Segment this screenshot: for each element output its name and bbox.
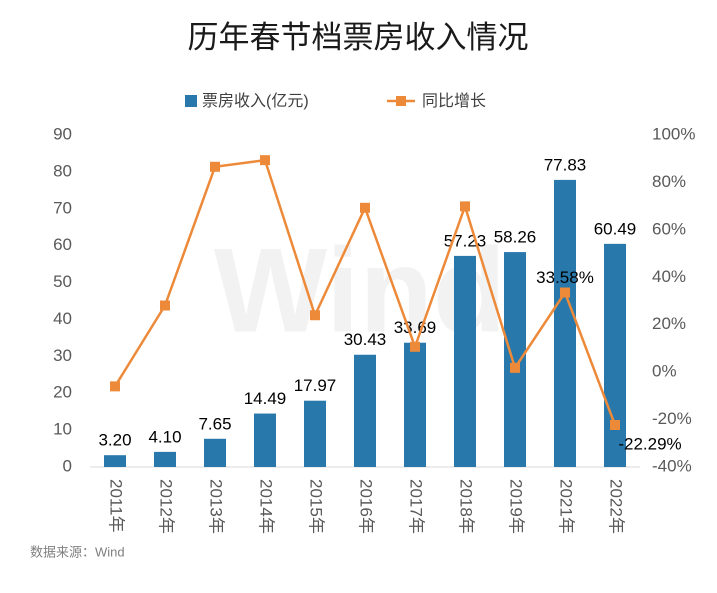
line-marker <box>460 201 470 212</box>
x-tick-label: 2018年 <box>457 479 476 534</box>
x-tick-label: 2019年 <box>507 479 526 534</box>
x-tick-label: 2014年 <box>257 479 276 534</box>
y-tick-label: 80 <box>53 161 72 180</box>
x-tick-label: 2021年 <box>557 479 576 534</box>
y-tick-label: 90 <box>53 124 72 143</box>
legend-label: 票房收入(亿元) <box>202 92 309 110</box>
y2-tick-label: 40% <box>652 267 686 286</box>
y2-tick-label: -20% <box>652 409 692 428</box>
y2-tick-label: 100% <box>652 124 695 143</box>
legend-swatch <box>185 95 197 107</box>
legend-marker <box>396 96 406 106</box>
y2-tick-label: -40% <box>652 456 692 475</box>
bar <box>104 455 126 467</box>
bar-value-label: 14.49 <box>244 389 287 408</box>
bar <box>504 252 526 467</box>
bar-value-label: 58.26 <box>494 228 537 247</box>
bar <box>154 451 176 467</box>
x-tick-label: 2017年 <box>407 479 426 534</box>
x-tick-label: 2016年 <box>357 479 376 534</box>
x-tick-label: 2015年 <box>307 479 326 534</box>
y-tick-label: 40 <box>53 309 72 328</box>
legend-label: 同比增长 <box>422 92 486 110</box>
y-tick-label: 30 <box>53 346 72 365</box>
line-marker <box>360 202 370 213</box>
x-tick-label: 2022年 <box>607 479 626 534</box>
line-marker <box>410 341 420 352</box>
x-tick-label: 2012年 <box>157 479 176 534</box>
bar-value-label: 33.69 <box>394 318 437 337</box>
bar-value-label: 60.49 <box>594 219 637 238</box>
chart-title: 历年春节档票房收入情况 <box>188 20 529 55</box>
bar <box>454 255 476 467</box>
bar <box>204 438 226 467</box>
line-marker <box>260 155 270 166</box>
line-value-label: -22.29% <box>618 434 681 453</box>
bar <box>404 342 426 467</box>
line-marker <box>160 300 170 311</box>
line-marker <box>210 161 220 172</box>
bar-value-label: 4.10 <box>148 427 181 446</box>
bar-value-label: 17.97 <box>294 376 337 395</box>
line-marker <box>310 310 320 321</box>
x-tick-label: 2013年 <box>207 479 226 534</box>
y2-tick-label: 0% <box>652 362 677 381</box>
line-marker <box>610 420 620 431</box>
bar-value-label: 30.43 <box>344 330 387 349</box>
bar <box>304 400 326 467</box>
bar <box>254 413 276 467</box>
bar-value-label: 7.65 <box>198 414 231 433</box>
source-note: 数据来源：Wind <box>30 544 125 559</box>
line-marker <box>110 381 120 392</box>
bar <box>354 354 376 467</box>
y-tick-label: 10 <box>53 420 72 439</box>
line-marker <box>510 362 520 373</box>
y-tick-label: 0 <box>63 456 72 475</box>
line-value-label: 33.58% <box>536 268 594 287</box>
y-tick-label: 20 <box>53 383 72 402</box>
y-tick-label: 60 <box>53 235 72 254</box>
y-tick-label: 70 <box>53 198 72 217</box>
x-tick-label: 2011年 <box>107 479 126 533</box>
y2-tick-label: 80% <box>652 172 686 191</box>
y-tick-label: 50 <box>53 272 72 291</box>
bar-value-label: 77.83 <box>544 155 587 174</box>
y2-tick-label: 20% <box>652 314 686 333</box>
line-marker <box>560 287 570 298</box>
bar-value-label: 3.20 <box>98 431 131 450</box>
bar <box>554 179 576 467</box>
y2-tick-label: 60% <box>652 219 686 238</box>
